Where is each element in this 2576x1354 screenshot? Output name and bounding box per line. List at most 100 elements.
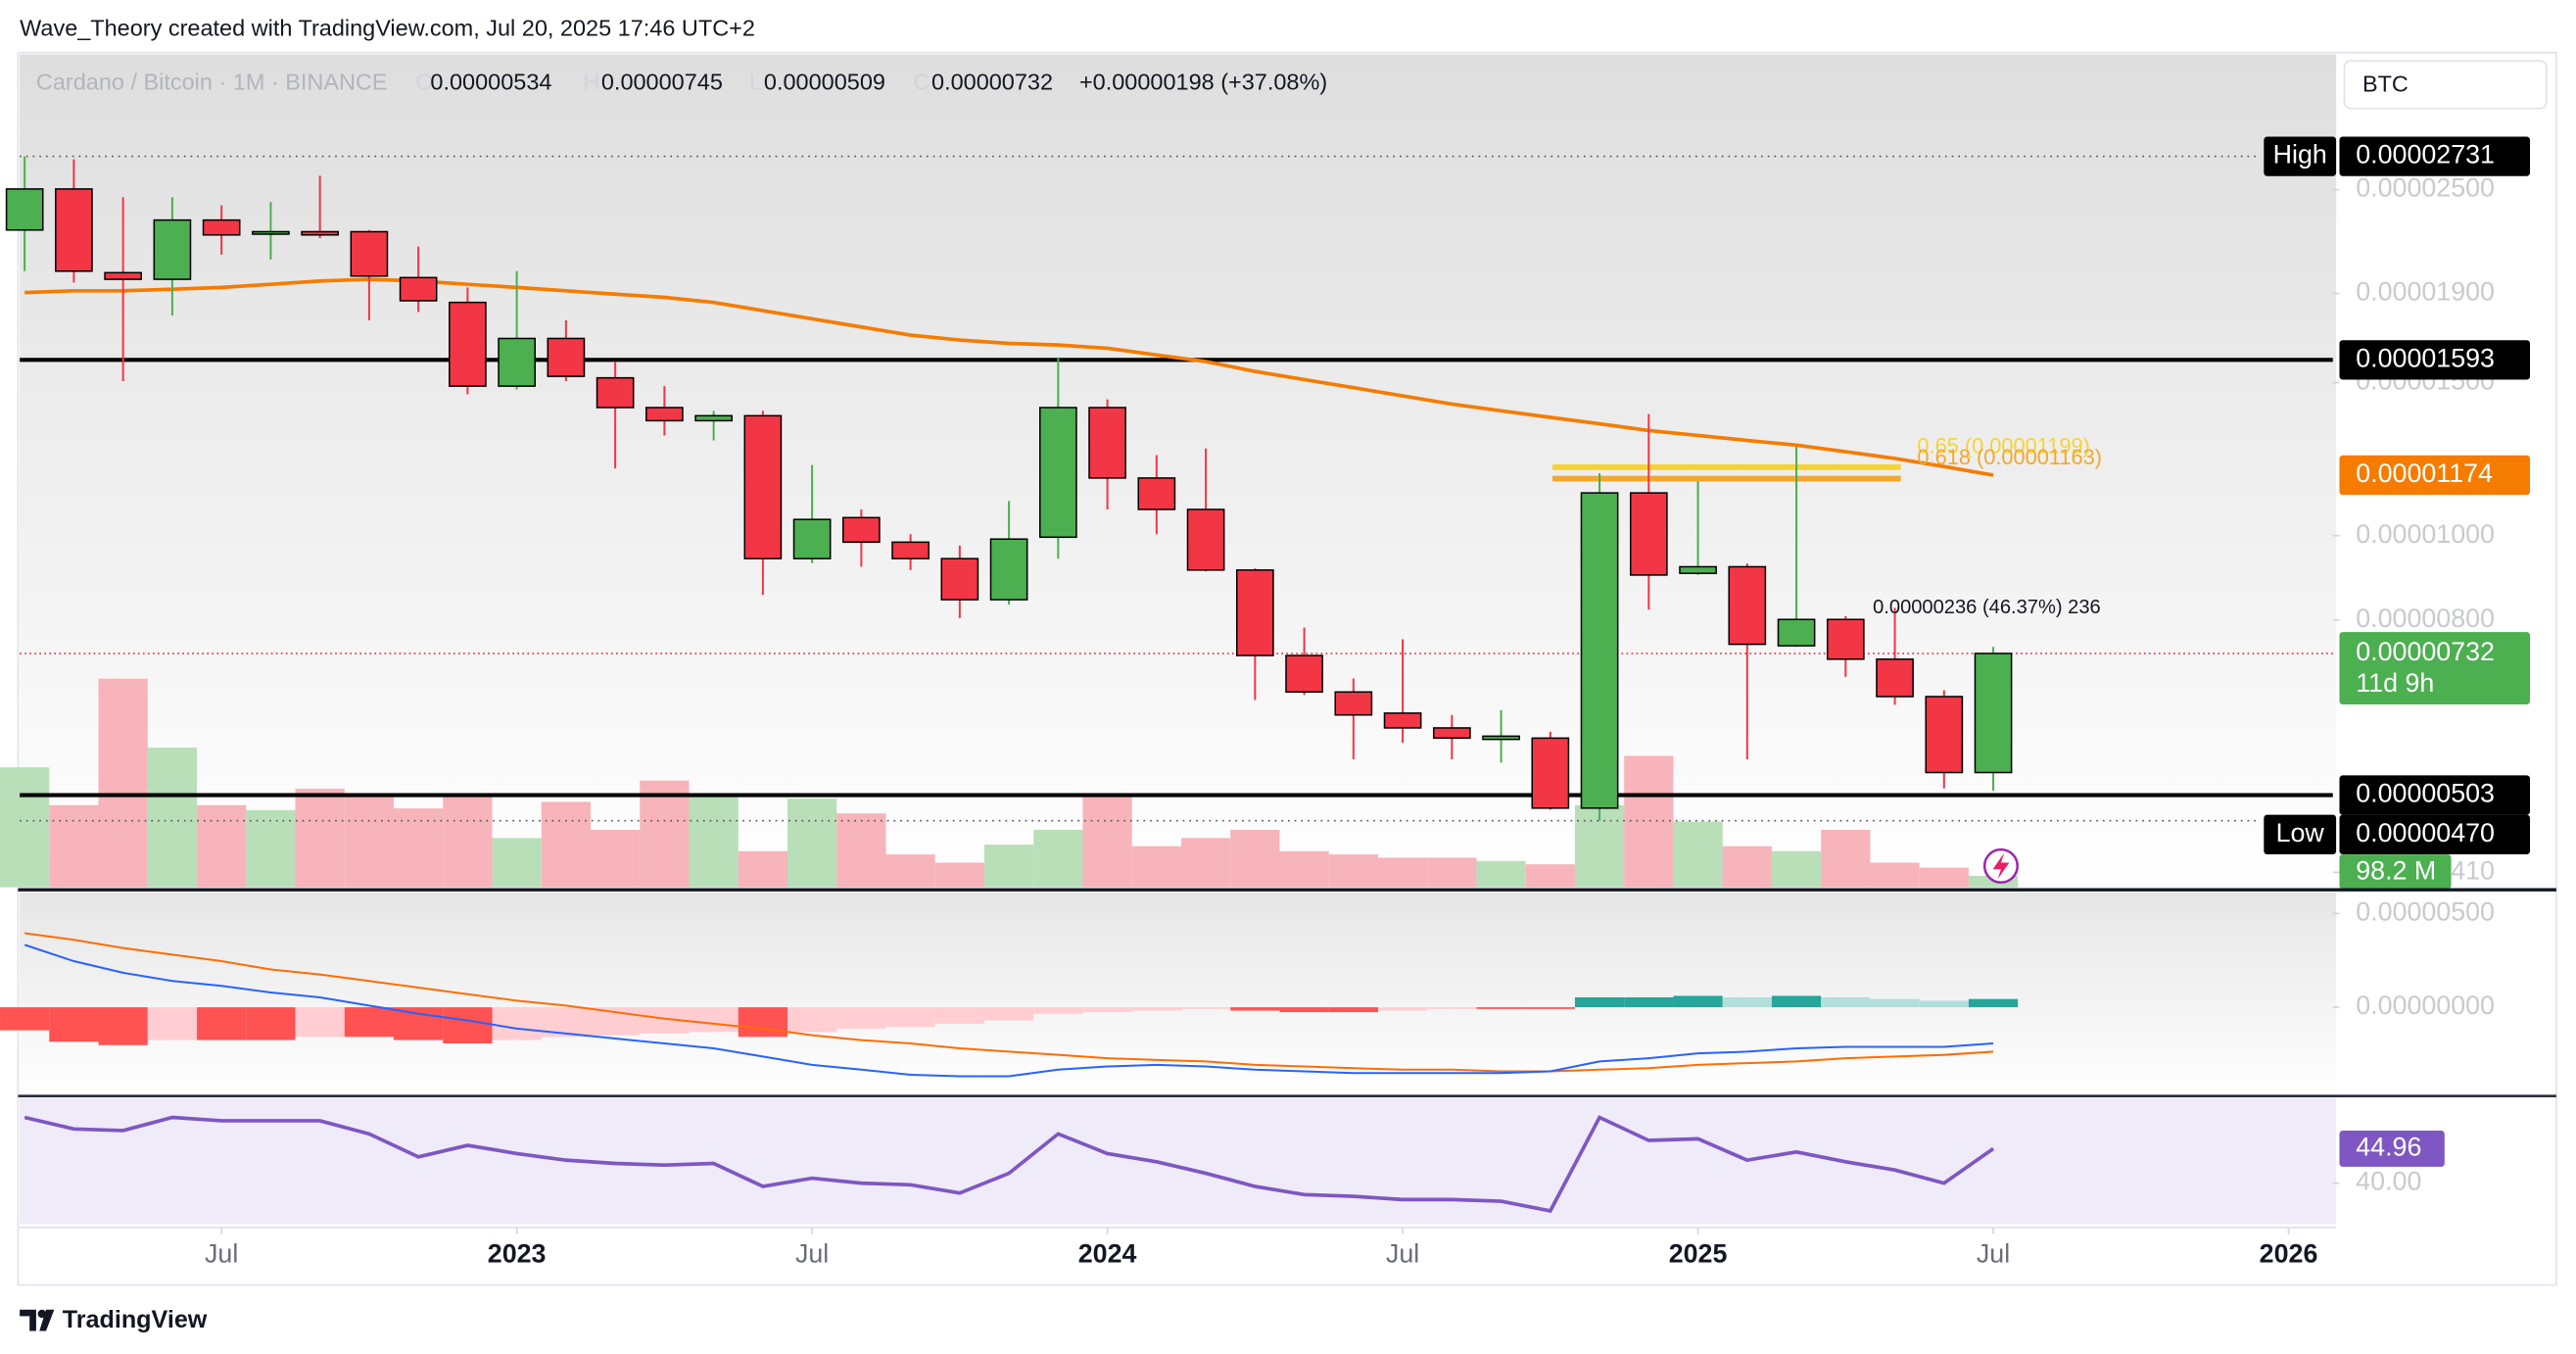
level-value: 0.00000503 [2356, 779, 2495, 808]
macd-histogram-bar [0, 1007, 50, 1031]
volume-bar [1673, 821, 1723, 888]
candle-body [1383, 712, 1422, 729]
volume-bar [885, 854, 935, 888]
macd-pane [20, 892, 2337, 1095]
candle-body [743, 414, 783, 559]
candle-body [202, 218, 241, 236]
currency-button[interactable] [2343, 60, 2548, 110]
legend-change: +0.00000198 (+37.08%) [1079, 70, 1327, 95]
volume-value: 98.2 M [2356, 856, 2436, 886]
candle-body [1777, 618, 1816, 647]
rsi-value-box [2339, 1130, 2445, 1167]
volume-bar [1131, 846, 1181, 888]
volume-bar [1821, 829, 1871, 888]
ma-value-box [2339, 455, 2531, 496]
level-value: 0.00001593 [2356, 343, 2495, 372]
macd-histogram-bar [689, 1007, 739, 1033]
macd-histogram-bar [344, 1007, 395, 1038]
moving-average [24, 277, 1994, 477]
candle-body [1580, 492, 1619, 809]
volume-bar [1427, 857, 1477, 888]
fib-label: 0.65 (0.00001199) [1917, 433, 2090, 458]
volume-bar [246, 809, 296, 888]
macd-histogram-bar [1722, 996, 1772, 1008]
volume-bar [541, 801, 591, 888]
legend-key: O [415, 70, 433, 95]
volume-bar [1771, 850, 1822, 888]
volume-bar [787, 798, 837, 888]
macd-histogram-bar [738, 1007, 787, 1038]
last-price-countdown: 11d 9h [2356, 668, 2434, 698]
legend-value: 0.00000732 [931, 70, 1053, 95]
volume-bar [1476, 860, 1526, 888]
candle-body [547, 337, 586, 377]
candle-body [1826, 618, 1865, 660]
candle-body [1088, 407, 1126, 479]
fib-label: 0.618 (0.00001163) [1917, 445, 2102, 469]
level-value-box [2339, 775, 2531, 815]
volume-bar [1722, 846, 1772, 888]
macd-histogram-bar [787, 1007, 837, 1033]
volume-bar [1180, 838, 1231, 888]
y-tick-label: 0.00002500 [2356, 173, 2495, 203]
currency-label: BTC [2362, 71, 2409, 96]
volume-bar [738, 850, 787, 888]
rsi-line [24, 1115, 1995, 1213]
x-tick-label: Jul [795, 1238, 829, 1268]
macd-histogram-bar [147, 1007, 198, 1040]
y-tick-label: 40.00 [2356, 1167, 2421, 1196]
candle-body [1679, 565, 1717, 574]
volume-bar [934, 862, 984, 888]
macd-histogram-bar [1230, 1007, 1280, 1011]
volume-bar [1919, 867, 1969, 888]
legend-key: C [914, 70, 930, 95]
candle-body [55, 188, 93, 272]
macd-histogram-bar [1919, 1000, 1969, 1008]
x-tick-label: 2024 [1078, 1238, 1137, 1268]
ma-value: 0.00001174 [2356, 459, 2493, 488]
brand-logo [20, 1309, 55, 1331]
macd-histogram-bar [394, 1007, 444, 1040]
candle-body [1482, 735, 1520, 741]
extreme-value: 0.00000470 [2356, 818, 2495, 847]
volume-value-box [2339, 854, 2452, 890]
volume-bar [443, 795, 493, 888]
extreme-key-box [2264, 814, 2337, 854]
legend-value: 0.00000534 [430, 70, 551, 95]
candle-body [1876, 658, 1914, 698]
macd-histogram-bar [1180, 1007, 1231, 1009]
x-tick-label: Jul [205, 1238, 238, 1268]
candle-body [1925, 696, 1964, 774]
candle-body [694, 414, 733, 422]
candle-body [792, 518, 832, 559]
macd-histogram-bar [246, 1007, 296, 1040]
level-value-box [2339, 340, 2531, 380]
candle-body [498, 337, 536, 387]
macd-histogram-bar [983, 1007, 1034, 1021]
y-tick-label: 0.00001900 [2356, 277, 2495, 307]
candle-body [940, 557, 979, 601]
candle-body [1531, 737, 1570, 809]
volume-bar [1279, 850, 1329, 888]
volume-bar [147, 748, 198, 888]
volume-bar [1624, 755, 1674, 888]
macd-histogram-bar [1870, 998, 1920, 1008]
macd-histogram-bar [1377, 1007, 1428, 1011]
candle-body [104, 271, 142, 280]
volume-bar [344, 797, 395, 888]
macd-histogram-bar [1624, 996, 1674, 1008]
candle-body [5, 188, 44, 231]
volume-bar [983, 845, 1034, 888]
macd-histogram-bar [1821, 996, 1871, 1008]
volume-bar [98, 678, 148, 888]
volume-bar [1525, 864, 1575, 888]
volume-bar [640, 780, 690, 888]
volume-bar [1377, 857, 1428, 888]
last-price-value: 0.00000732 [2356, 637, 2495, 666]
extreme-key: Low [2276, 818, 2325, 847]
extreme-key: High [2273, 140, 2327, 169]
symbol-title: Cardano / Bitcoin · 1M · BINANCE [36, 70, 388, 95]
macd-histogram-bar [885, 1007, 935, 1028]
volume-bar [394, 808, 444, 888]
macd-histogram-bar [1131, 1007, 1181, 1011]
